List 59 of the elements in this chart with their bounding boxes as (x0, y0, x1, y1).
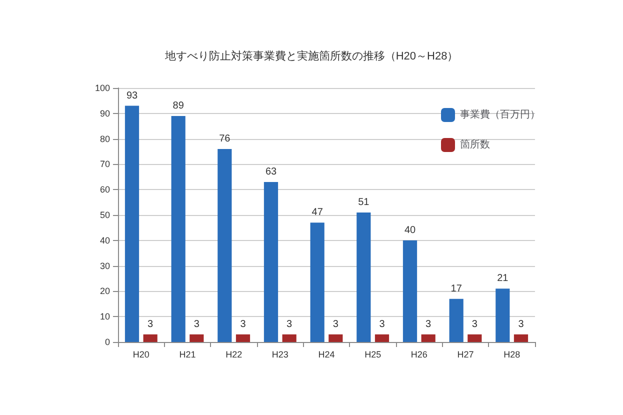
bar (264, 182, 278, 342)
bar (449, 298, 464, 342)
x-tick-label: H25 (364, 350, 382, 360)
data-label: 76 (219, 133, 231, 144)
y-tick-label: 40 (100, 235, 110, 246)
data-label: 3 (148, 318, 154, 330)
bar (310, 222, 324, 342)
data-label: 21 (497, 273, 509, 284)
y-tick-label: 60 (100, 184, 110, 195)
data-label: 3 (194, 318, 200, 330)
y-tick-label: 90 (100, 108, 110, 118)
chart-title: 地すべり防止対策事業費と実施箇所数の推移（H20～H28） (164, 50, 458, 62)
data-label: 3 (240, 318, 246, 330)
x-tick-label: H21 (179, 350, 196, 360)
data-label: 17 (450, 283, 462, 294)
bar (236, 334, 250, 342)
data-label: 3 (472, 318, 478, 330)
x-tick-label: H20 (132, 350, 150, 360)
x-tick-label: H27 (457, 350, 474, 360)
legend-label: 事業費（百万円） (460, 108, 540, 120)
bar (171, 116, 186, 342)
bar (218, 148, 232, 342)
data-label: 3 (518, 318, 524, 330)
y-tick-label: 100 (94, 83, 110, 93)
data-label: 93 (126, 90, 138, 102)
bar (124, 106, 140, 342)
x-tick-label: H23 (272, 350, 288, 360)
bar (190, 334, 204, 342)
y-tick-label: 20 (100, 286, 110, 296)
x-tick-label: H22 (226, 350, 242, 360)
bar (402, 240, 418, 342)
data-label: 40 (404, 224, 416, 236)
bar (282, 334, 296, 342)
data-label: 3 (286, 318, 293, 330)
bar (496, 288, 510, 342)
bar (468, 334, 482, 342)
x-tick-label: H28 (504, 350, 520, 360)
bar (356, 212, 371, 342)
x-tick-label: H26 (410, 350, 428, 360)
data-label: 89 (172, 100, 184, 112)
data-label: 3 (426, 318, 432, 330)
data-label: 47 (312, 207, 324, 218)
x-tick-label: H24 (318, 350, 335, 360)
y-tick-label: 30 (100, 260, 110, 271)
bar (374, 334, 390, 342)
data-label: 3 (379, 318, 386, 330)
y-tick-label: 50 (100, 210, 110, 220)
bar (514, 334, 528, 342)
bar (421, 334, 436, 342)
y-tick-label: 80 (100, 134, 110, 144)
y-tick-label: 10 (100, 312, 110, 322)
data-label: 3 (332, 318, 339, 330)
data-label: 63 (265, 166, 277, 178)
bar (328, 334, 343, 342)
legend-label: 箇所数 (460, 138, 490, 150)
data-label: 51 (358, 196, 370, 208)
y-tick-label: 0 (104, 337, 110, 347)
y-tick-label: 70 (100, 159, 110, 170)
bar (143, 334, 158, 342)
